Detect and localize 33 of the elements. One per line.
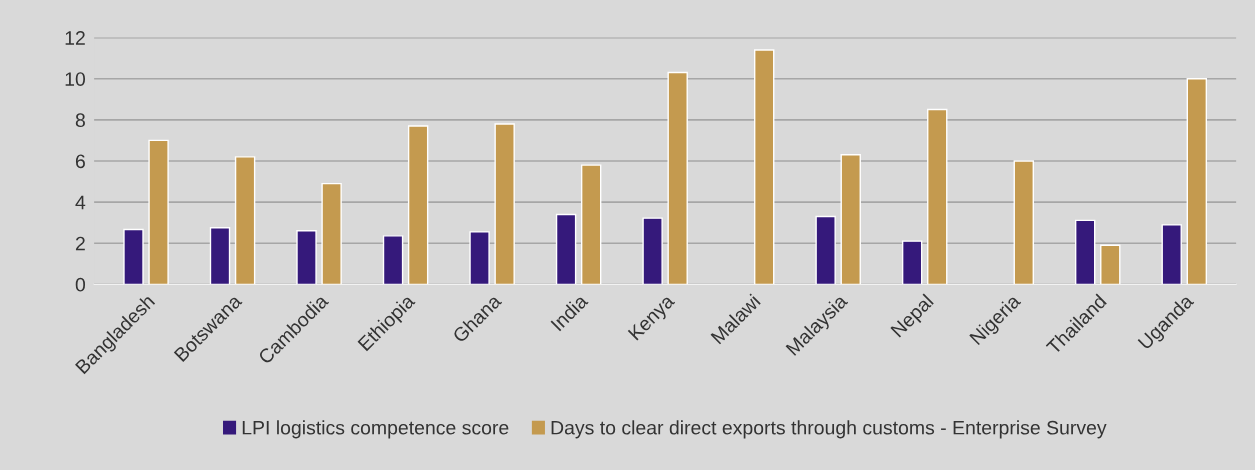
y-tick-label: 10 <box>65 72 86 86</box>
legend-label: Days to clear direct exports through customs - Enterprise Survey <box>551 420 1107 439</box>
bar <box>234 156 256 285</box>
y-tick-label: 8 <box>75 113 85 128</box>
bar <box>580 164 602 285</box>
bar <box>901 240 923 285</box>
bar <box>840 154 861 285</box>
bar <box>1161 224 1182 285</box>
y-tick-label: 0 <box>75 277 86 292</box>
y-tick-label: 2 <box>75 236 85 251</box>
bar <box>148 139 169 285</box>
bar <box>642 217 663 285</box>
bar <box>382 235 404 285</box>
bar <box>494 123 515 285</box>
legend-label: LPI logistics competence score <box>242 420 509 439</box>
bar <box>1100 244 1121 285</box>
bar <box>209 227 231 285</box>
bar <box>667 71 688 285</box>
bar <box>296 229 317 285</box>
bar <box>123 228 144 285</box>
y-tick-label: 6 <box>75 154 85 169</box>
bar <box>927 108 948 285</box>
bar <box>469 231 490 285</box>
bar <box>321 182 342 285</box>
y-tick-label: 12 <box>65 31 85 45</box>
bar <box>555 213 577 285</box>
y-tick-label: 4 <box>75 195 86 210</box>
bar <box>815 215 836 285</box>
bar <box>754 49 775 285</box>
bar <box>1074 219 1096 285</box>
bar <box>407 125 429 285</box>
bar <box>1013 160 1034 285</box>
bar <box>1186 78 1208 285</box>
